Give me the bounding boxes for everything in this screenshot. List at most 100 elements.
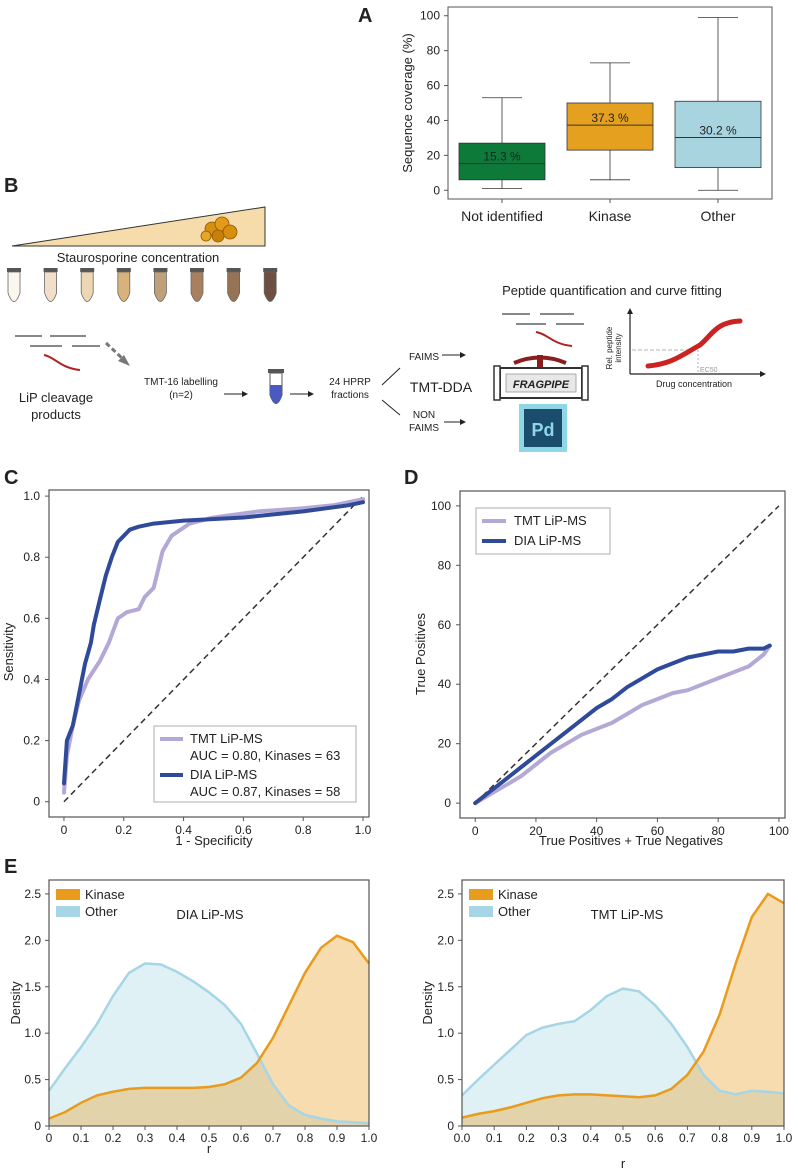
legend-dia-auc: AUC = 0.87, Kinases = 58 xyxy=(190,784,340,799)
gradient-label: Staurosporine concentration xyxy=(57,250,220,265)
branch-line xyxy=(381,367,401,386)
panel-label-d: D xyxy=(404,467,418,489)
y-tick-label: 20 xyxy=(427,148,441,162)
sample-tube-icon xyxy=(80,268,95,302)
x-tick-label: 0.1 xyxy=(486,1131,503,1145)
arrow-head-icon xyxy=(460,419,466,425)
x-tick-label: 0.4 xyxy=(582,1131,599,1145)
boxplot-ylabel: Sequence coverage (%) xyxy=(400,33,415,172)
tp-legend: TMT LiP-MS DIA LiP-MS xyxy=(475,507,611,555)
fragpipe-logo: FRAGPIPE xyxy=(493,355,589,401)
y-tick-label: 1.5 xyxy=(24,980,41,994)
x-tick-label: 60 xyxy=(651,824,665,838)
sample-tube-icon xyxy=(153,268,168,302)
x-tick-label: 40 xyxy=(590,824,604,838)
y-tick-label: 2.5 xyxy=(24,887,41,901)
y-tick-label: 0.5 xyxy=(437,1073,454,1087)
x-tick-label: 0.4 xyxy=(169,1131,186,1145)
panel-label-e: E xyxy=(4,856,17,878)
density-tmt-legend: Kinase Other xyxy=(469,887,538,919)
x-tick-label: 0.4 xyxy=(175,823,192,837)
cleavage-label-1: LiP cleavage xyxy=(19,390,93,405)
y-tick-label: 40 xyxy=(427,113,441,127)
legend-dia-name: DIA LiP-MS xyxy=(514,533,582,548)
y-tick-label: 100 xyxy=(431,499,451,513)
x-tick-label: 20 xyxy=(529,824,543,838)
x-tick-label: 0.7 xyxy=(265,1131,282,1145)
x-tick-label: 80 xyxy=(711,824,725,838)
density-line-kinase xyxy=(48,934,370,1120)
x-tick-label: 0.8 xyxy=(711,1131,728,1145)
panel-label-c: C xyxy=(4,467,18,489)
ec50-label: EC50 xyxy=(700,367,718,374)
box-body xyxy=(458,142,546,181)
sample-tube-icon xyxy=(263,268,278,302)
staurosporine-molecule-icon xyxy=(200,216,238,243)
series-line-dia-lip-ms xyxy=(473,643,772,806)
x-tick-label: 0.1 xyxy=(73,1131,90,1145)
median-label: 37.3 % xyxy=(591,111,629,125)
x-tick-label: 0.5 xyxy=(201,1131,218,1145)
density-dia-title: DIA LiP-MS xyxy=(176,907,244,922)
svg-text:FRAGPIPE: FRAGPIPE xyxy=(513,379,570,391)
density-line-other xyxy=(47,962,370,1125)
y-tick-label: 0.8 xyxy=(23,550,40,564)
y-tick-label: 1.0 xyxy=(24,1026,41,1040)
workflow-panel: Staurosporine concentration LiP cleavage… xyxy=(7,206,766,452)
svg-text:Pd: Pd xyxy=(531,420,554,440)
panel-label-b: B xyxy=(4,175,18,197)
rel-intensity-label-1: Rel. peptide xyxy=(605,326,614,369)
dose-response-mini-chart: EC50 Drug concentration Rel. peptide int… xyxy=(605,308,766,389)
tmt-label-1: TMT-16 labelling xyxy=(144,377,218,388)
roc-panel: 0 0.2 0.4 0.6 0.8 1.0 0 0.2 0.4 0.6 0.8 1.0 1 - Spe… xyxy=(1,489,372,848)
x-tick-label: 0 xyxy=(472,824,479,838)
x-tick-label: 0.6 xyxy=(647,1131,664,1145)
hprp-label-1: 24 HPRP xyxy=(329,377,371,388)
roc-diagonal xyxy=(63,495,364,803)
median-label: 15.3 % xyxy=(483,150,521,164)
tmt-dda-label: TMT-DDA xyxy=(410,379,473,395)
x-tick-label: 0 xyxy=(46,1131,53,1145)
roc-legend: TMT LiP-MS AUC = 0.80, Kinases = 63 DIA … xyxy=(153,725,357,803)
legend-kinase-swatch xyxy=(56,889,80,900)
x-tick-label: 0.8 xyxy=(297,1131,314,1145)
y-tick-label: 60 xyxy=(427,79,441,93)
legend-other-name: Other xyxy=(498,904,531,919)
x-tick-label: Kinase xyxy=(589,208,632,224)
density-dia-ylabel: Density xyxy=(8,981,23,1025)
y-tick-label: 100 xyxy=(420,9,440,23)
faims-label: FAIMS xyxy=(409,352,439,363)
x-tick-label: 0.3 xyxy=(550,1131,567,1145)
x-tick-label: 0.5 xyxy=(615,1131,632,1145)
y-tick-label: 80 xyxy=(427,44,441,58)
density-area-kinase xyxy=(49,935,369,1126)
quant-title: Peptide quantification and curve fitting xyxy=(502,283,722,298)
legend-kinase-swatch xyxy=(469,889,493,900)
box-other: 30.2 % xyxy=(674,17,762,191)
x-tick-label: 0.2 xyxy=(518,1131,535,1145)
y-tick-label: 1.0 xyxy=(437,1026,454,1040)
y-tick-label: 0.5 xyxy=(24,1073,41,1087)
y-tick-label: 1.5 xyxy=(437,980,454,994)
sample-tube-icon xyxy=(43,268,58,302)
x-tick-label: 0.9 xyxy=(743,1131,760,1145)
legend-kinase-name: Kinase xyxy=(498,887,538,902)
roc-ylabel: Sensitivity xyxy=(1,622,16,681)
x-tick-label: 1.0 xyxy=(776,1131,793,1145)
median-label: 30.2 % xyxy=(699,124,737,138)
tp-ylabel: True Positives xyxy=(413,613,428,695)
tp-diagonal xyxy=(474,505,780,804)
y-tick-label: 1.0 xyxy=(23,489,40,503)
y-tick-label: 0 xyxy=(444,796,451,810)
arrow-head-icon xyxy=(242,391,248,397)
density-dia-legend: Kinase Other xyxy=(56,887,125,919)
legend-tmt-name: TMT LiP-MS xyxy=(190,731,263,746)
y-tick-label: 20 xyxy=(438,737,452,751)
y-tick-label: 0.2 xyxy=(23,734,40,748)
y-tick-label: 2.5 xyxy=(437,887,454,901)
density-area-other xyxy=(49,963,369,1126)
x-tick-label: 100 xyxy=(769,824,789,838)
legend-other-name: Other xyxy=(85,904,118,919)
density-dia-panel: 0 0.1 0.2 0.3 0.4 0.5 0.6 0.7 0.8 0.9 1.0 0 0.5 1.0 1.… xyxy=(8,879,378,1156)
